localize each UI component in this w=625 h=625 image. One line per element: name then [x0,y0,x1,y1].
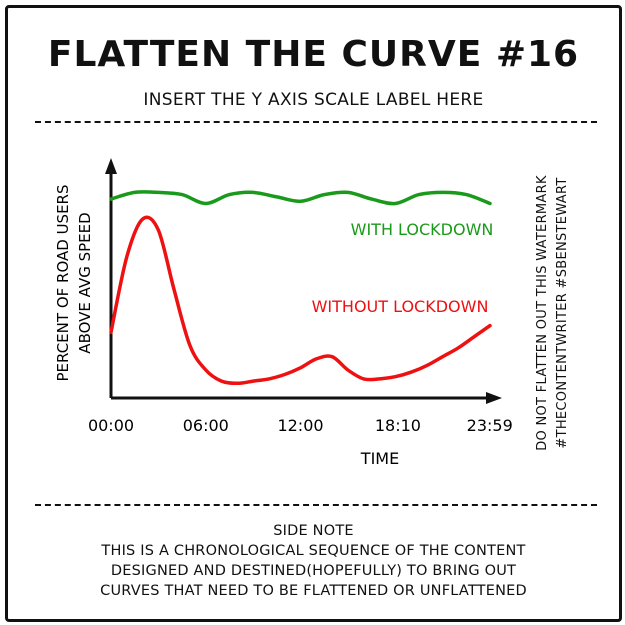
series-line-without-lockdown [109,215,492,386]
line-chart: PERCENT OF ROAD USERS ABOVE AVG SPEED 00… [54,158,513,468]
x-axis-label: TIME [360,449,399,468]
x-tick-label: 23:59 [467,416,513,435]
comic-panel: FLATTEN THE CURVE #16 INSERT THE Y AXIS … [5,5,622,622]
legend-label-without-lockdown: WITHOUT LOCKDOWN [312,297,489,316]
x-tick-label: 18:10 [375,416,421,435]
x-tick-label: 06:00 [183,416,229,435]
x-axis-arrow [486,392,502,404]
watermark-line-2: #THECONTENTWRITER #SBENSTEWART [555,177,570,449]
watermark-line-1: DO NOT FLATTEN OUT THIS WATERMARK [535,175,550,451]
page-subtitle: INSERT THE Y AXIS SCALE LABEL HERE [143,90,484,110]
y-axis-label-line-1: PERCENT OF ROAD USERS [54,185,72,382]
x-tick-label: 00:00 [88,416,134,435]
bottom-divider [35,504,597,506]
side-note-line-3: CURVES THAT NEED TO BE FLATTENED OR UNFL… [100,583,527,599]
top-divider [35,121,597,123]
y-axis-label: PERCENT OF ROAD USERS ABOVE AVG SPEED [54,185,94,382]
x-tick-label: 12:00 [277,416,323,435]
side-note-heading: SIDE NOTE [273,523,354,539]
side-note-line-1: THIS IS A CHRONOLOGICAL SEQUENCE OF THE … [101,543,526,559]
axes [105,158,502,404]
x-tick-labels: 00:00 06:00 12:00 18:10 23:59 [88,416,513,435]
side-note-line-2: DESIGNED AND DESTINED(HOPEFULLY) TO BRIN… [110,563,517,579]
y-axis-label-line-2: ABOVE AVG SPEED [76,212,94,353]
page-title: FLATTEN THE CURVE #16 [47,34,580,75]
legend-label-with-lockdown: WITH LOCKDOWN [351,220,494,239]
watermark: DO NOT FLATTEN OUT THIS WATERMARK #THECO… [533,153,573,473]
series-line-with-lockdown [109,190,492,206]
series-layer [109,190,492,386]
side-note: SIDE NOTE THIS IS A CHRONOLOGICAL SEQUEN… [8,521,619,601]
y-axis-arrow [105,158,117,174]
